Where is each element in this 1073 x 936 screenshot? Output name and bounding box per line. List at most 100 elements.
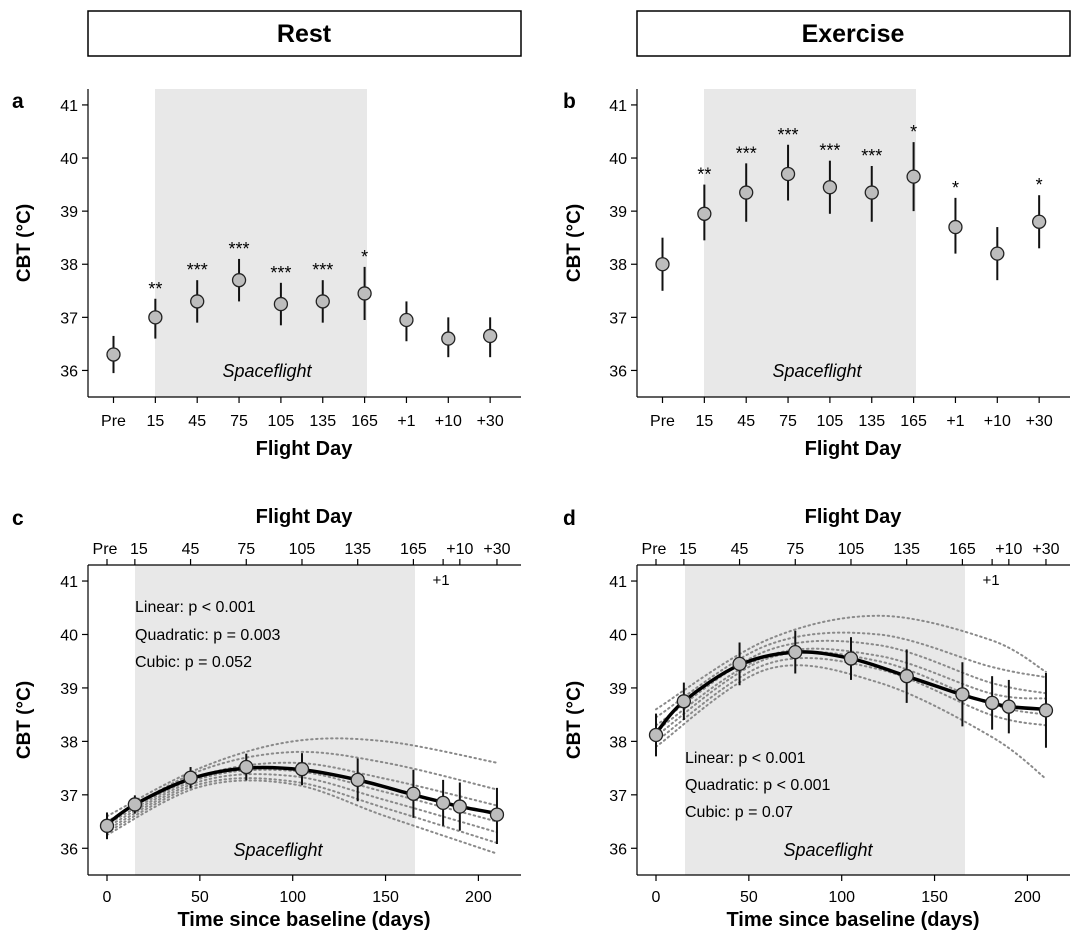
x-tick-label: 150 (372, 889, 399, 906)
significance-label: * (952, 178, 959, 198)
panel-label-c: c (12, 507, 24, 530)
data-point (1032, 214, 1047, 229)
individual-fit-curve (655, 647, 1047, 732)
top-tick-label: +30 (1032, 541, 1059, 558)
data-point (435, 795, 451, 810)
stat-quadratic: Quadratic: p < 0.001 (685, 777, 831, 794)
significance-label: * (910, 122, 917, 142)
data-point (294, 762, 310, 777)
x-tick-label: 75 (779, 413, 797, 430)
exercise-header: Exercise (802, 20, 905, 48)
data-point (399, 312, 414, 328)
data-point (655, 257, 670, 272)
data-point (231, 273, 247, 288)
data-point (183, 770, 198, 785)
data-point (239, 759, 254, 775)
panel-c-rest-over-time: Spaceflight CBT (°C) Time since baseline… (14, 506, 521, 931)
x-tick-label: 50 (740, 889, 758, 906)
top-tick-label: 135 (893, 541, 920, 558)
panel-label-b: b (563, 90, 576, 113)
significance-label: *** (861, 146, 882, 166)
x-tick-label: 200 (1014, 889, 1041, 906)
y-tick-label: 38 (60, 734, 78, 751)
y-tick-label: 37 (60, 788, 78, 805)
data-point (864, 185, 879, 200)
y-tick-label: 37 (609, 310, 627, 327)
y-tick-label: 39 (609, 681, 627, 698)
data-point (732, 656, 747, 672)
exercise-header-box (636, 10, 1071, 57)
panel-d-exercise-over-time: Spaceflight CBT (°C) Time since baseline… (564, 506, 1070, 931)
y-tick-label: 39 (609, 204, 627, 221)
individual-fit-curve (655, 614, 1047, 711)
significance-label: *** (270, 263, 291, 283)
plus1-label: +1 (432, 572, 449, 589)
stat-cubic: Cubic: p = 0.052 (135, 654, 252, 671)
x-axis-label: Time since baseline (days) (177, 909, 430, 931)
data-point (780, 166, 796, 182)
x-tick-label: 150 (921, 889, 948, 906)
significance-label: * (1036, 175, 1043, 195)
x-tick-label: 105 (268, 413, 295, 430)
top-tick-label: 105 (289, 541, 316, 558)
panel-label-d: d (563, 507, 576, 530)
y-tick-label: 36 (60, 363, 78, 380)
spaceflight-label: Spaceflight (233, 840, 323, 860)
y-tick-label: 36 (60, 841, 78, 858)
spaceflight-label: Spaceflight (783, 840, 873, 860)
stat-cubic: Cubic: p = 0.07 (685, 804, 793, 821)
x-tick-label: 45 (737, 413, 755, 430)
x-axis-label: Flight Day (256, 438, 354, 460)
y-tick-label: 41 (609, 98, 627, 115)
rest-header-box (87, 10, 522, 57)
stat-quadratic: Quadratic: p = 0.003 (135, 627, 281, 644)
data-point (843, 651, 859, 666)
data-point (1038, 703, 1054, 718)
top-tick-label: 75 (237, 541, 255, 558)
data-point (955, 687, 970, 702)
x-tick-label: +30 (477, 413, 504, 430)
data-point (1001, 699, 1016, 714)
y-tick-label: 39 (60, 681, 78, 698)
individual-fit-curve (655, 631, 1047, 719)
individual-fit-curve (106, 779, 498, 855)
y-tick-label: 38 (609, 257, 627, 274)
top-tick-label: 15 (130, 541, 148, 558)
spaceflight-label: Spaceflight (772, 361, 862, 381)
rest-header: Rest (277, 20, 332, 48)
y-tick-label: 41 (60, 98, 78, 115)
y-tick-label: 38 (60, 257, 78, 274)
data-point (315, 294, 330, 309)
x-tick-label: 165 (351, 413, 378, 430)
y-tick-label: 36 (609, 841, 627, 858)
data-point (148, 310, 163, 325)
data-point (906, 169, 921, 184)
data-point (899, 669, 914, 684)
significance-label: ** (148, 279, 162, 299)
y-tick-label: 40 (60, 627, 78, 644)
group-fit-line (654, 650, 1047, 735)
x-tick-label: 135 (309, 413, 336, 430)
data-point (788, 644, 803, 660)
top-tick-label: 165 (400, 541, 427, 558)
data-point (676, 694, 692, 709)
x-tick-label: +1 (397, 413, 415, 430)
significance-label: * (361, 247, 368, 267)
x-tick-label: +10 (984, 413, 1011, 430)
x-tick-label: +1 (946, 413, 964, 430)
data-point (127, 797, 143, 812)
x-tick-label: 100 (279, 889, 306, 906)
x-tick-label: 15 (695, 413, 713, 430)
x-tick-label: Pre (101, 413, 126, 430)
significance-label: *** (819, 141, 840, 161)
spaceflight-shade (685, 565, 965, 875)
top-tick-label: 45 (182, 541, 200, 558)
y-tick-label: 40 (609, 151, 627, 168)
data-point (106, 347, 121, 362)
significance-label: *** (778, 125, 799, 145)
x-tick-label: 100 (828, 889, 855, 906)
top-tick-label: +10 (995, 541, 1022, 558)
significance-label: ** (697, 165, 711, 185)
y-tick-label: 38 (609, 734, 627, 751)
individual-fit-curve (655, 639, 1047, 727)
